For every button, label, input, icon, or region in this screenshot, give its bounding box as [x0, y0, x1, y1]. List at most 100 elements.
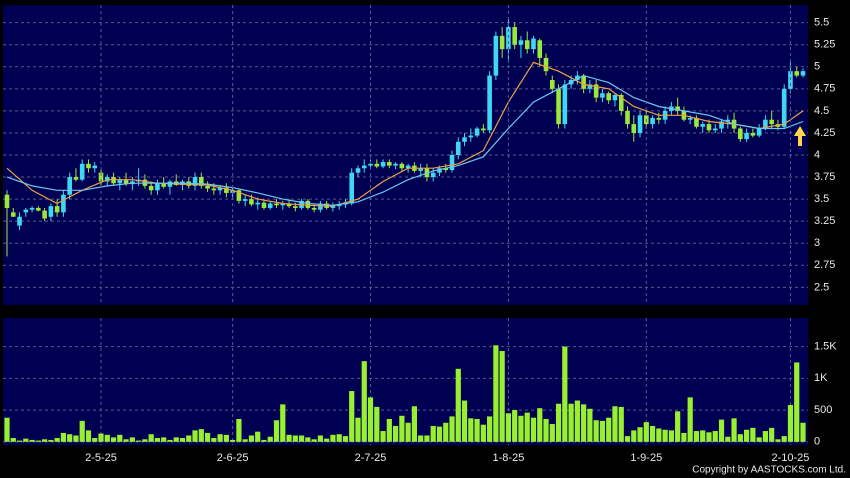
- volume-bar: [273, 420, 280, 442]
- candle-body: [311, 207, 317, 210]
- candle-body: [236, 190, 242, 201]
- candle-body: [211, 188, 217, 191]
- candle-body: [48, 206, 54, 217]
- candle-body: [380, 162, 386, 167]
- candle-body: [518, 40, 524, 45]
- candle-body: [512, 27, 517, 45]
- signal-arrow: [794, 126, 806, 146]
- x-tick-label: 1-9-25: [630, 452, 662, 464]
- volume-bar: [10, 438, 16, 442]
- volume-bar: [443, 422, 449, 442]
- volume-bar: [631, 430, 637, 442]
- candle-body: [650, 117, 655, 125]
- candle-body: [399, 163, 405, 169]
- volume-bar: [48, 439, 54, 442]
- volume-bar: [286, 434, 292, 442]
- volume-bar: [367, 397, 374, 442]
- candle-body: [117, 179, 123, 184]
- x-tick-label: 2-10-25: [772, 452, 810, 464]
- candle-body: [387, 162, 392, 166]
- volume-bar: [524, 412, 530, 442]
- volume-bar: [493, 345, 499, 442]
- candle-body: [600, 93, 605, 98]
- y-tick-label: 4.75: [814, 83, 835, 95]
- volume-bar: [593, 420, 599, 442]
- volume-bar: [236, 418, 242, 442]
- candle-body: [161, 183, 166, 187]
- candle-body: [405, 165, 411, 169]
- volume-bar: [342, 436, 349, 442]
- volume-bar: [161, 437, 167, 442]
- candle-body: [336, 204, 342, 207]
- candle-body: [286, 203, 292, 207]
- volume-bar: [386, 418, 392, 442]
- candle-body: [17, 216, 22, 226]
- volume-bar: [23, 438, 29, 442]
- volume-bar: [543, 418, 549, 442]
- y-tick-label: 500: [814, 404, 832, 416]
- candle-body: [637, 115, 643, 133]
- candle-body: [694, 117, 699, 127]
- candle-body: [606, 93, 612, 101]
- candle-body: [79, 163, 85, 180]
- candle-body: [355, 168, 361, 173]
- candle-body: [556, 88, 561, 125]
- volume-bar: [662, 429, 668, 442]
- candle-body: [781, 88, 787, 127]
- y-tick-label: 3.75: [814, 171, 835, 183]
- candle-body: [725, 119, 731, 122]
- volume-bar: [787, 404, 794, 442]
- candle-body: [430, 172, 436, 178]
- y-tick-label: 2.75: [814, 259, 835, 271]
- candle-body: [267, 203, 273, 208]
- candle-body: [756, 128, 762, 136]
- volume-bar: [198, 429, 204, 442]
- volume-bar: [73, 435, 79, 442]
- candle-body: [587, 84, 593, 89]
- volume-bar: [361, 361, 367, 442]
- volume-bar: [324, 438, 330, 442]
- candle-body: [474, 128, 480, 136]
- volume-bar: [668, 430, 674, 442]
- candle-body: [318, 203, 323, 210]
- candle-body: [493, 35, 499, 76]
- candle-body: [562, 84, 568, 125]
- volume-bar: [436, 426, 443, 442]
- candle-body: [537, 40, 543, 58]
- volume-bar: [255, 431, 261, 442]
- volume-bar: [612, 406, 618, 442]
- candle-body: [29, 207, 35, 210]
- candle-body: [255, 202, 261, 205]
- y-tick-label: 3.25: [814, 215, 835, 227]
- x-tick-label: 2-7-25: [355, 452, 387, 464]
- volume-bar: [756, 437, 762, 442]
- volume-bar: [223, 434, 229, 442]
- volume-bar: [743, 429, 750, 442]
- volume-bar: [794, 362, 800, 442]
- y-tick-label: 4: [814, 149, 820, 161]
- y-tick-label: 5: [814, 61, 820, 73]
- volume-bar: [424, 435, 430, 442]
- volume-bar: [29, 439, 35, 442]
- candle-body: [750, 132, 756, 136]
- y-tick-label: 0: [814, 436, 820, 448]
- candle-body: [618, 95, 624, 111]
- candle-body: [54, 206, 60, 213]
- candle-body: [462, 137, 467, 142]
- candle-body: [575, 75, 580, 80]
- volume-bar: [54, 438, 60, 442]
- volume-bar: [512, 410, 518, 442]
- volume-bar: [599, 420, 606, 442]
- volume-bar: [480, 424, 486, 442]
- candle-body: [763, 119, 768, 129]
- x-tick-label: 2-6-25: [217, 452, 249, 464]
- x-tick-label: 2-5-25: [85, 452, 117, 464]
- volume-bar: [211, 438, 217, 442]
- candle-body: [487, 75, 492, 131]
- candle-body: [593, 84, 599, 98]
- volume-bar: [775, 439, 781, 442]
- volume-bar: [142, 439, 148, 442]
- candle-body: [738, 128, 743, 140]
- volume-bar: [637, 427, 643, 442]
- volume-bar: [280, 404, 286, 442]
